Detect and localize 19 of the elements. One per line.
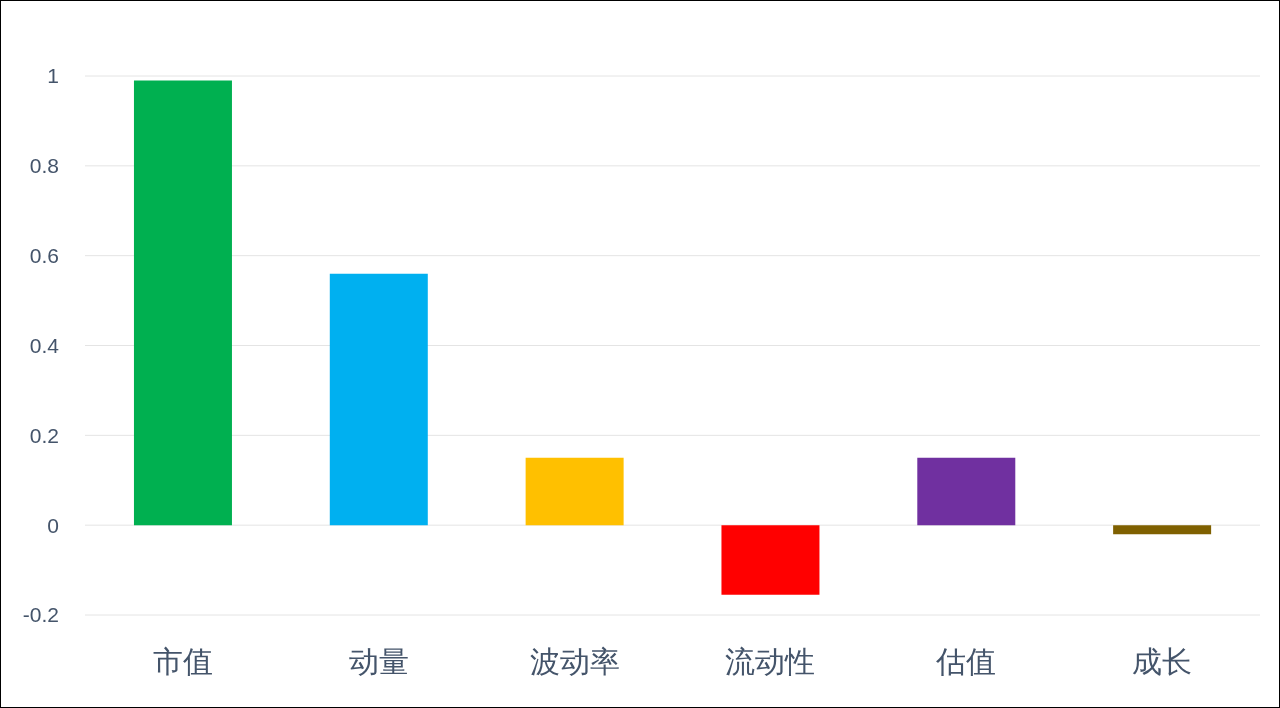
x-tick-label: 波动率 [529, 645, 620, 679]
bar [1113, 525, 1212, 535]
x-tick-label: 成长 [1132, 645, 1193, 679]
bar [917, 457, 1016, 526]
y-tick-label: -0.2 [22, 603, 59, 627]
bar [133, 80, 232, 526]
y-tick-label: 0.8 [29, 154, 59, 178]
y-tick-label: 0.2 [29, 423, 59, 447]
y-tick-label: 1 [47, 64, 59, 88]
x-tick-label: 估值 [935, 645, 997, 679]
bar [721, 525, 820, 595]
x-tick-label: 动量 [348, 645, 409, 679]
bar [525, 457, 624, 526]
x-tick-label: 流动性 [725, 645, 816, 679]
y-tick-label: 0.4 [29, 333, 60, 357]
bar [329, 273, 428, 526]
y-tick-label: 0 [47, 513, 59, 537]
y-tick-label: 0.6 [29, 244, 59, 268]
x-tick-label: 市值 [152, 645, 213, 679]
